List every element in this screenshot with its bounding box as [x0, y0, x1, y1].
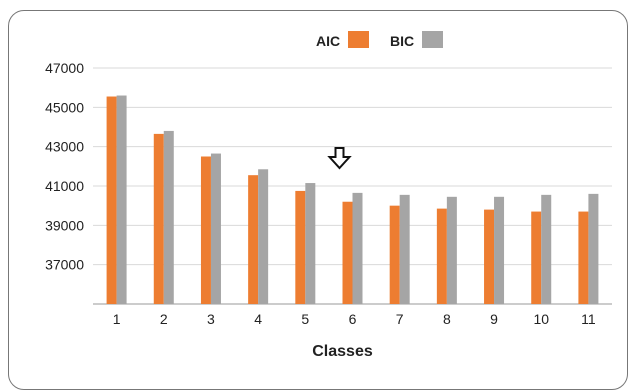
legend-swatch-aic [348, 31, 369, 48]
gridlines [93, 67, 612, 266]
bar-bic-2 [163, 130, 174, 304]
x-tick-label: 2 [160, 311, 168, 327]
x-tick-label: 5 [301, 311, 309, 327]
bar-aic-6 [342, 201, 353, 304]
x-tick-label: 11 [581, 311, 596, 327]
bar-aic-8 [436, 208, 447, 304]
bar-bic-1 [116, 95, 127, 305]
x-tick-label: 1 [113, 311, 121, 327]
bar-aic-4 [248, 175, 259, 304]
bar-bic-7 [399, 194, 410, 304]
bar-bic-10 [541, 194, 552, 304]
down-arrow-icon [327, 147, 352, 170]
bar-aic-10 [531, 211, 542, 304]
bar-bic-6 [352, 192, 363, 304]
y-tick-label: 39000 [45, 217, 84, 233]
legend-swatch-bic [422, 31, 443, 48]
x-tick-label: 6 [349, 311, 357, 327]
bar-aic-9 [484, 209, 495, 304]
bar-aic-2 [153, 133, 164, 304]
y-tick-label: 45000 [45, 99, 84, 115]
y-tick-labels: 37000 39000 41000 43000 45000 47000 [45, 60, 84, 273]
annotation [327, 147, 352, 170]
x-tick-labels: 1 2 3 4 5 6 7 8 9 10 11 [113, 311, 596, 327]
bar-bic-8 [446, 196, 457, 304]
bar-bic-4 [258, 169, 269, 304]
legend-label-aic: AIC [316, 33, 340, 49]
y-tick-label: 37000 [45, 257, 84, 273]
x-tick-label: 7 [396, 311, 404, 327]
bar-aic-11 [578, 211, 589, 304]
bar-bic-11 [588, 193, 599, 304]
x-tick-label: 10 [533, 311, 549, 327]
bar-aic-5 [295, 190, 306, 304]
bar-aic-1 [106, 96, 117, 305]
bar-bic-5 [305, 183, 316, 304]
legend: AIC BIC [316, 31, 443, 49]
bar-aic-3 [200, 156, 211, 304]
x-tick-label: 3 [207, 311, 215, 327]
x-tick-label: 9 [490, 311, 498, 327]
bar-bic-3 [210, 153, 221, 304]
bar-bic-9 [494, 196, 505, 304]
y-tick-label: 43000 [45, 139, 84, 155]
x-tick-label: 4 [254, 311, 262, 327]
bars [106, 95, 599, 305]
x-axis-title: Classes [312, 343, 373, 360]
legend-label-bic: BIC [390, 33, 414, 49]
y-tick-label: 47000 [45, 60, 84, 76]
y-tick-label: 41000 [45, 178, 84, 194]
bar-aic-7 [389, 205, 400, 304]
chart: 37000 39000 41000 43000 45000 47000 1 2 3 4 5 6 7 8 9… [45, 31, 612, 360]
x-tick-label: 8 [443, 311, 451, 327]
